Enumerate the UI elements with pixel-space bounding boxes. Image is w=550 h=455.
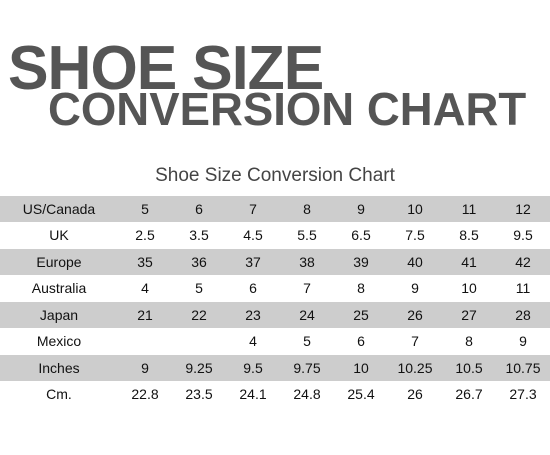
table-cell: 10	[442, 274, 496, 302]
table-cell: 8.5	[442, 221, 496, 249]
table-cell: 2.5	[118, 221, 172, 249]
row-label: Mexico	[0, 327, 118, 355]
table-cell: 4.5	[226, 221, 280, 249]
table-cell: 9	[388, 274, 442, 302]
table-row: Japan 21 22 23 24 25 26 27 28	[0, 301, 550, 328]
table-cell: 9	[118, 354, 172, 381]
table-cell: 4	[118, 274, 172, 302]
hero-title-line1: SHOE SIZE	[8, 34, 324, 103]
table-cell: 7.5	[388, 221, 442, 249]
row-label: Europe	[0, 248, 118, 275]
table-cell: 10.5	[442, 354, 496, 381]
table-cell: 8	[280, 196, 334, 222]
table-cell: 9.5	[496, 221, 550, 249]
table-cell: 42	[496, 248, 550, 275]
table-cell: 8	[442, 327, 496, 355]
table-cell: 10	[388, 196, 442, 222]
table-cell: 5	[280, 327, 334, 355]
table-row: Inches 9 9.25 9.5 9.75 10 10.25 10.5 10.75	[0, 354, 550, 381]
table-row: UK 2.5 3.5 4.5 5.5 6.5 7.5 8.5 9.5	[0, 221, 550, 249]
table-cell: 11	[442, 196, 496, 222]
table-cell: 35	[118, 248, 172, 275]
table-cell: 9	[334, 196, 388, 222]
table-cell: 37	[226, 248, 280, 275]
row-label: US/Canada	[0, 196, 118, 222]
table-cell: 9.75	[280, 354, 334, 381]
table-row: Europe 35 36 37 38 39 40 41 42	[0, 248, 550, 275]
table-cell: 5	[118, 196, 172, 222]
row-label: Inches	[0, 354, 118, 381]
table-cell: 3.5	[172, 221, 226, 249]
table-cell: 38	[280, 248, 334, 275]
table-cell: 7	[226, 196, 280, 222]
table-cell: 27	[442, 301, 496, 328]
table-cell: 9	[496, 327, 550, 355]
hero-title-line2: CONVERSION CHART	[48, 83, 527, 135]
row-label: Australia	[0, 274, 118, 302]
table-cell: 24.1	[226, 380, 280, 407]
table-cell: 25	[334, 301, 388, 328]
table-cell: 24.8	[280, 380, 334, 407]
table-cell: 6.5	[334, 221, 388, 249]
table-cell: 6	[334, 327, 388, 355]
table-row: Mexico 4 5 6 7 8 9	[0, 327, 550, 355]
table-cell	[118, 327, 172, 355]
table-cell: 9.5	[226, 354, 280, 381]
table-cell: 7	[280, 274, 334, 302]
row-label: Japan	[0, 301, 118, 328]
table-cell: 5	[172, 274, 226, 302]
table-cell: 26.7	[442, 380, 496, 407]
table-cell: 5.5	[280, 221, 334, 249]
row-label: UK	[0, 221, 118, 249]
table-row: Australia 4 5 6 7 8 9 10 11	[0, 274, 550, 302]
table-row: Cm. 22.8 23.5 24.1 24.8 25.4 26 26.7 27.3	[0, 380, 550, 407]
table-cell: 22.8	[118, 380, 172, 407]
table-cell: 9.25	[172, 354, 226, 381]
table-cell: 27.3	[496, 380, 550, 407]
table-cell: 23.5	[172, 380, 226, 407]
table-cell: 24	[280, 301, 334, 328]
table-cell: 26	[388, 301, 442, 328]
table-cell: 6	[226, 274, 280, 302]
row-label: Cm.	[0, 380, 118, 407]
table-cell: 41	[442, 248, 496, 275]
table-cell: 10	[334, 354, 388, 381]
table-cell: 7	[388, 327, 442, 355]
table-cell: 39	[334, 248, 388, 275]
table-cell: 26	[388, 380, 442, 407]
table-row: US/Canada 5 6 7 8 9 10 11 12	[0, 196, 550, 222]
table-cell	[172, 327, 226, 355]
table-cell: 40	[388, 248, 442, 275]
table-cell: 28	[496, 301, 550, 328]
table-cell: 21	[118, 301, 172, 328]
chart-title: Shoe Size Conversion Chart	[155, 165, 395, 186]
table-cell: 25.4	[334, 380, 388, 407]
table-cell: 10.25	[388, 354, 442, 381]
table-cell: 6	[172, 196, 226, 222]
size-conversion-table: US/Canada 5 6 7 8 9 10 11 12 UK 2.5 3.5 4.5 5.5 6.5 7.5…	[0, 196, 550, 407]
table-cell: 36	[172, 248, 226, 275]
table-cell: 8	[334, 274, 388, 302]
table-cell: 4	[226, 327, 280, 355]
table-cell: 12	[496, 196, 550, 222]
table-cell: 22	[172, 301, 226, 328]
table-cell: 11	[496, 274, 550, 302]
table-cell: 10.75	[496, 354, 550, 381]
table-cell: 23	[226, 301, 280, 328]
